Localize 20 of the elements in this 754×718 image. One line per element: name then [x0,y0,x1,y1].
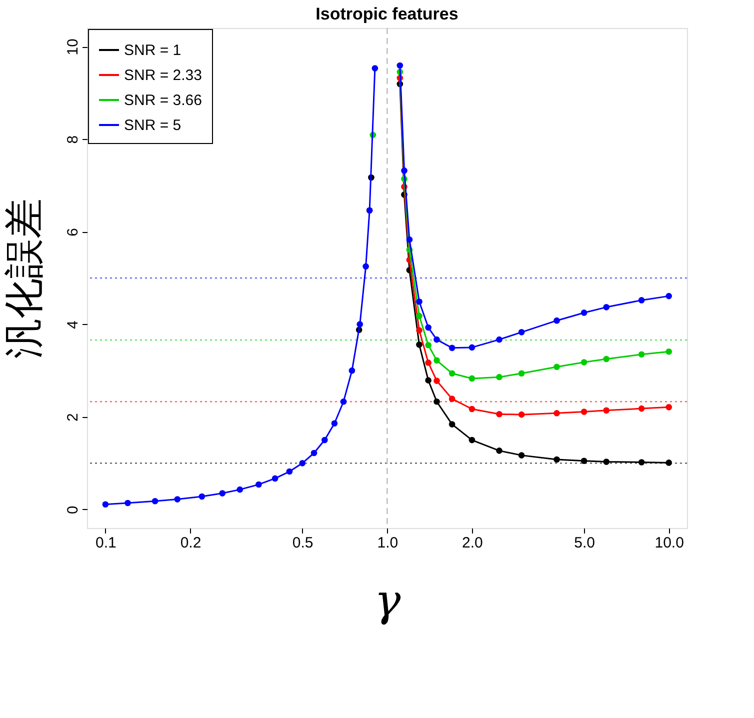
x-tick-label: 0.1 [96,534,116,552]
x-axis-title: γ [374,576,402,626]
legend-label: SNR = 2.33 [124,67,202,84]
y-axis-title: 汎化誤差 [2,198,46,358]
y-tick-label: 2 [64,413,82,422]
y-tick-label: 0 [64,506,82,514]
y-tick-label: 8 [64,135,82,144]
legend-label: SNR = 3.66 [124,92,202,109]
legend-label: SNR = 1 [124,42,182,59]
y-tick-label: 10 [64,38,82,56]
y-tick-label: 6 [64,228,82,236]
x-tick-label: 5.0 [574,534,595,552]
x-tick-label: 2.0 [462,534,483,552]
x-tick-label: 10.0 [654,534,684,552]
legend-label: SNR = 5 [124,117,182,134]
x-tick-label: 0.2 [180,534,202,552]
y-tick-label: 4 [64,320,82,329]
x-tick-label: 0.5 [292,534,314,552]
chart-title: Isotropic features [316,4,458,24]
x-tick-label: 1.0 [377,534,398,552]
